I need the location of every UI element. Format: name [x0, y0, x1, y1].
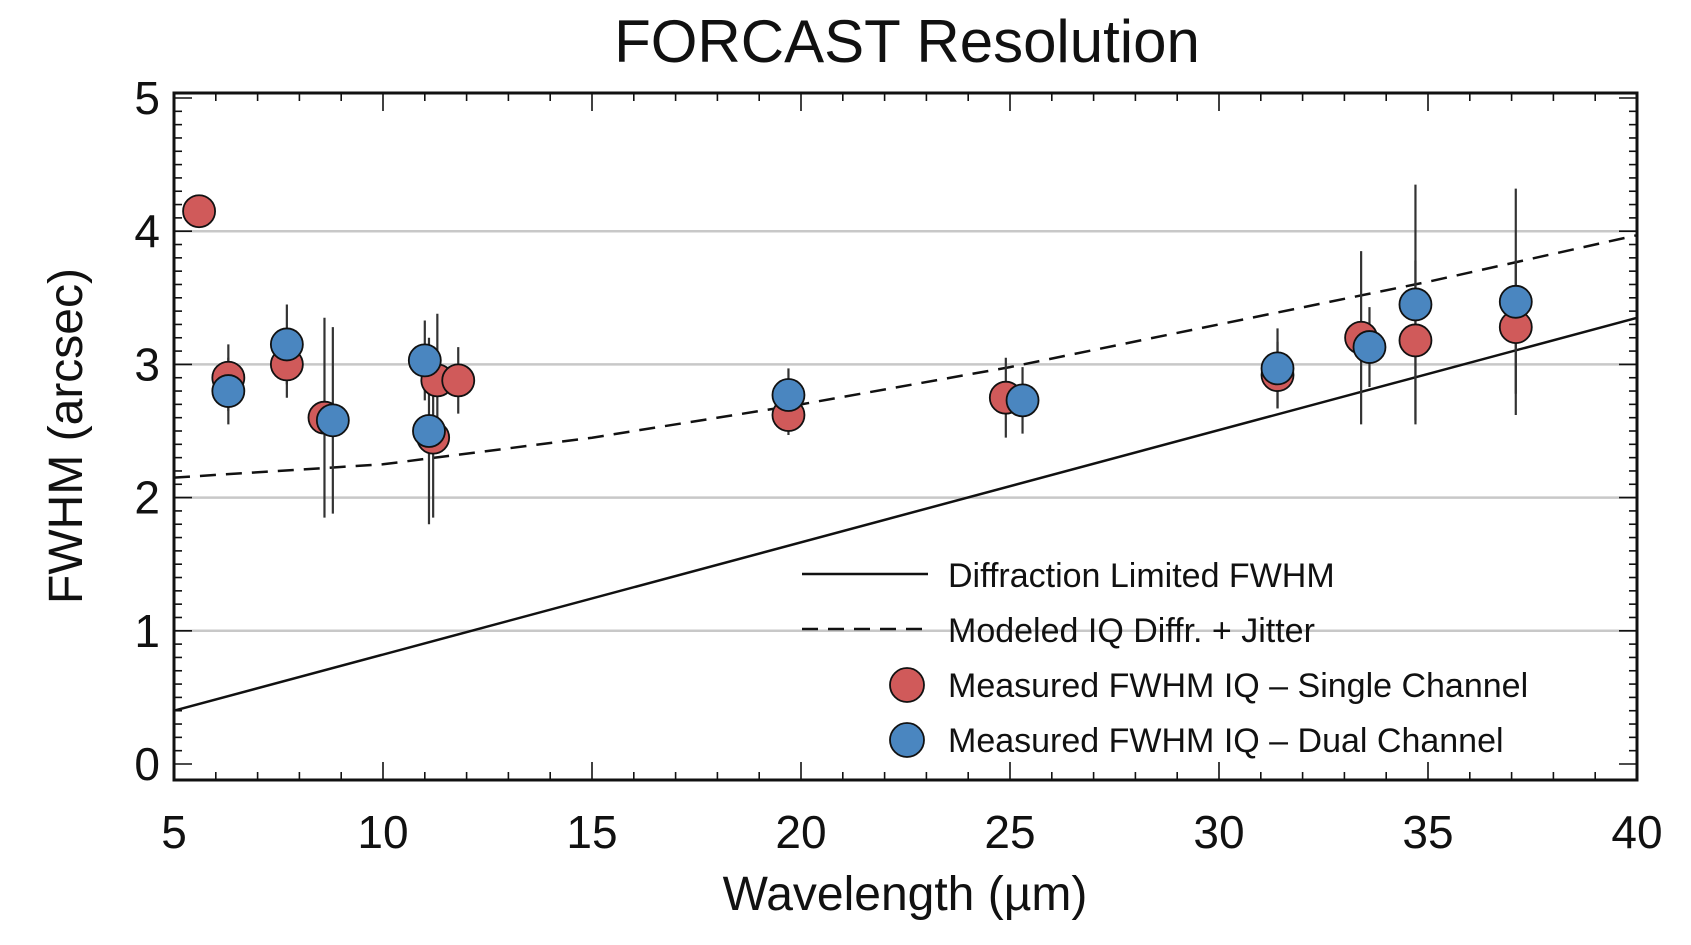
dual-channel-point — [771, 378, 806, 412]
dual-channel-point — [407, 343, 442, 378]
dual-channel-point — [315, 403, 350, 438]
data-points — [182, 194, 1533, 455]
legend-label-dual-channel: Measured FWHM IQ – Dual Channel — [948, 722, 1504, 760]
y-tick-label: 0 — [134, 738, 160, 790]
x-tick-label: 15 — [566, 806, 617, 858]
legend-label-modeled: Modeled IQ Diffr. + Jitter — [948, 612, 1315, 650]
legend-dual-channel-marker — [889, 722, 925, 758]
y-axis-label: FWHM (arcsec) — [40, 268, 93, 604]
tick-labels: 0 1 2 3 4 5 5 10 15 20 25 30 35 40 — [134, 72, 1662, 858]
y-tick-label: 4 — [134, 205, 160, 257]
x-tick-label: 25 — [984, 806, 1035, 858]
modeled-iq-line — [173, 233, 1638, 479]
dual-channel-point — [1498, 284, 1533, 319]
x-tick-label: 10 — [357, 806, 408, 858]
legend-label-diffraction: Diffraction Limited FWHM — [948, 557, 1335, 595]
y-tick-label: 2 — [134, 472, 160, 524]
dual-channel-point — [412, 414, 446, 448]
legend-label-single-channel: Measured FWHM IQ – Single Channel — [948, 667, 1528, 705]
x-axis-label: Wavelength (µm) — [723, 868, 1088, 921]
x-tick-label: 20 — [775, 806, 826, 858]
x-tick-label: 5 — [161, 806, 187, 858]
legend: Diffraction Limited FWHM Modeled IQ Diff… — [802, 557, 1528, 760]
single-channel-point — [1398, 323, 1433, 358]
plot-frame — [172, 91, 1639, 782]
model-lines — [173, 233, 1638, 712]
y-tick-label: 3 — [134, 338, 160, 390]
single-channel-point — [182, 194, 216, 229]
y-tick-label: 1 — [134, 605, 160, 657]
x-tick-label: 35 — [1402, 806, 1453, 858]
dual-channel-point — [1398, 287, 1433, 322]
dual-channel-point — [1005, 383, 1040, 418]
dual-channel-point — [211, 374, 246, 408]
x-tick-label: 30 — [1193, 806, 1244, 858]
x-tick-label: 40 — [1611, 806, 1662, 858]
y-tick-label: 5 — [134, 72, 160, 124]
chart-title: FORCAST Resolution — [614, 8, 1200, 75]
error-bars — [197, 184, 1517, 525]
single-channel-point — [441, 363, 476, 398]
legend-single-channel-marker — [889, 667, 925, 703]
dual-channel-point — [269, 327, 304, 362]
diffraction-limited-line — [173, 316, 1638, 712]
dual-channel-point — [1352, 330, 1387, 364]
dual-channel-point — [1260, 351, 1295, 386]
